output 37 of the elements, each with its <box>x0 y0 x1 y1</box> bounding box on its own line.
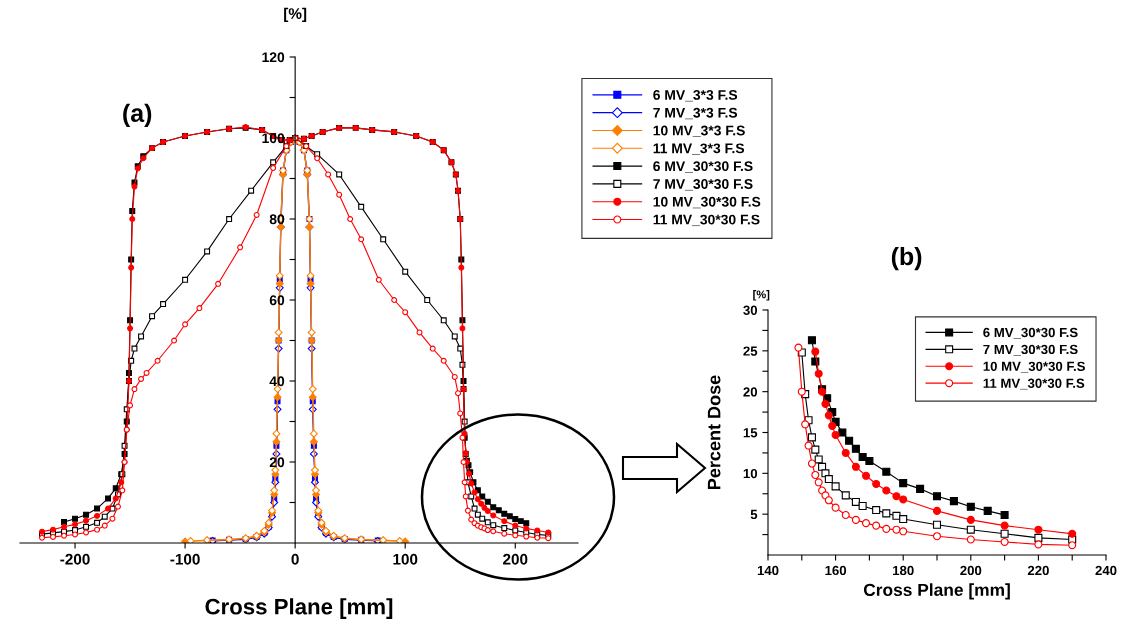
x-tick-label: 140 <box>757 565 779 576</box>
y-tick-label: 20 <box>743 387 758 397</box>
y-tick-label: 30 <box>743 305 758 315</box>
x-tick-label: 0 <box>291 553 299 565</box>
x-tick-label: 200 <box>503 553 528 565</box>
legend-label: 10 MV_30*30 F.S <box>983 361 1085 373</box>
legend-label: 11 MV_30*30 F.S <box>653 214 760 227</box>
y-axis-title: [%] <box>284 7 307 23</box>
legend-label: 7 MV_30*30 F.S <box>983 344 1078 356</box>
x-tick-label: 160 <box>825 565 847 576</box>
x-tick-label: 220 <box>1027 565 1049 576</box>
x-tick-label: 100 <box>393 553 418 565</box>
x-tick-label: 200 <box>960 565 982 576</box>
legend-label: 11 MV_30*30 F.S <box>983 378 1085 390</box>
text: (b) <box>891 246 922 271</box>
x-tick-label: 180 <box>893 565 914 576</box>
y-tick-label: 15 <box>743 428 758 438</box>
legend-label: 6 MV_3*3 F.S <box>653 90 738 102</box>
x-tick-label: -200 <box>60 553 90 565</box>
legend-label: 7 MV_3*3 F.S <box>653 107 738 120</box>
y-tick-label: 120 <box>262 52 285 63</box>
y-tick-label: 5 <box>750 509 758 520</box>
legend-label: 11 MV_3*3 F.S <box>653 143 745 155</box>
x-axis-title: Cross Plane [mm] <box>205 598 393 619</box>
y-axis-title: Percent Dose <box>707 375 721 489</box>
x-axis-title: Cross Plane [mm] <box>863 583 1010 600</box>
y-tick-label: 25 <box>743 346 758 356</box>
legend-label: 6 MV_30*30 F.S <box>983 327 1078 339</box>
y-tick-label: 10 <box>743 468 758 479</box>
x-tick-label: 240 <box>1095 565 1117 576</box>
legend-label: 7 MV_30*30 F.S <box>653 179 753 191</box>
legend-label: 10 MV_30*30 F.S <box>653 196 761 209</box>
legend-label: 10 MV_3*3 F.S <box>653 125 745 138</box>
text: [%] <box>753 290 770 301</box>
legend-label: 6 MV_30*30 F.S <box>653 161 753 173</box>
annotation: (a) <box>123 103 152 127</box>
x-tick-label: -100 <box>170 553 200 565</box>
